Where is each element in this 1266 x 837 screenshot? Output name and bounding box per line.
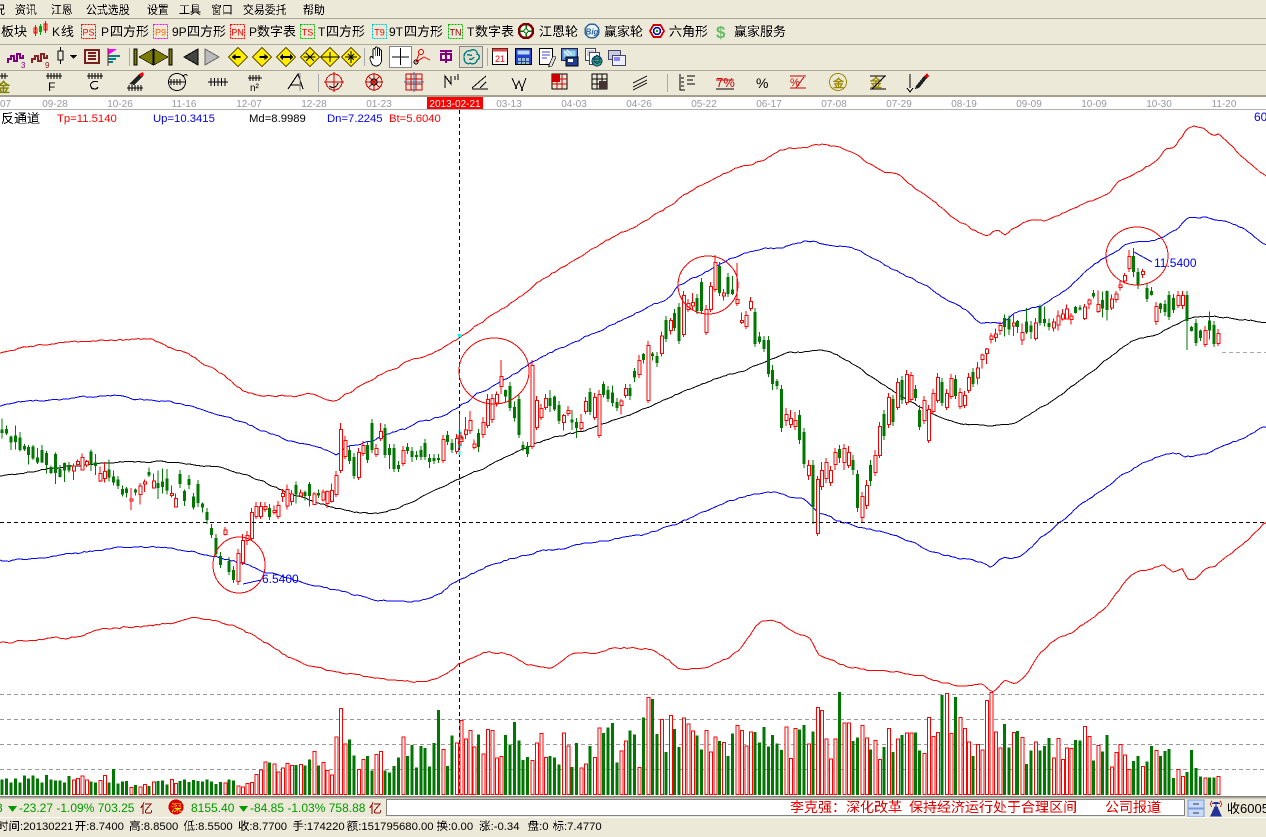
- svg-text:11-20: 11-20: [1212, 99, 1237, 110]
- svg-text:金: 金: [0, 80, 11, 95]
- svg-text:PN: PN: [231, 28, 244, 38]
- svg-text:T9: T9: [374, 28, 385, 38]
- svg-text:P9: P9: [155, 28, 166, 38]
- svg-text:F: F: [48, 80, 55, 94]
- svg-text::8.7400: :8.7400: [86, 821, 124, 833]
- svg-text:金: 金: [869, 75, 883, 90]
- svg-text:10-26: 10-26: [107, 99, 133, 110]
- svg-text::8.5500: :8.5500: [195, 821, 233, 833]
- svg-text:3: 3: [0, 801, 3, 815]
- svg-text:09-09: 09-09: [1016, 99, 1042, 110]
- svg-text:10-30: 10-30: [1146, 99, 1172, 110]
- svg-text:9: 9: [45, 61, 50, 70]
- svg-text:3: 3: [21, 61, 26, 70]
- svg-text:n²: n²: [250, 83, 260, 94]
- svg-text:6.5400: 6.5400: [262, 572, 299, 586]
- svg-text:04-26: 04-26: [626, 99, 652, 110]
- svg-text:04-03: 04-03: [561, 99, 587, 110]
- svg-text::-0.34: :-0.34: [491, 821, 520, 833]
- svg-text:-84.85 -1.03% 758.88: -84.85 -1.03% 758.88: [250, 801, 366, 815]
- svg-text::20130221: :20130221: [20, 821, 73, 833]
- svg-text:21: 21: [495, 54, 505, 64]
- svg-text:12-28: 12-28: [301, 99, 327, 110]
- svg-text:%: %: [756, 75, 768, 91]
- svg-text:06-17: 06-17: [756, 99, 782, 110]
- svg-text:07-29: 07-29: [886, 99, 912, 110]
- svg-text:01-23: 01-23: [366, 99, 392, 110]
- svg-text:-23.27 -1.09% 703.25: -23.27 -1.09% 703.25: [19, 801, 135, 815]
- svg-text:TS: TS: [302, 28, 314, 38]
- svg-text:8155.40: 8155.40: [191, 801, 235, 815]
- svg-text:11.5400: 11.5400: [1154, 256, 1197, 270]
- svg-text:P: P: [249, 25, 257, 39]
- svg-text:07: 07: [0, 99, 12, 110]
- svg-text:05-22: 05-22: [691, 99, 717, 110]
- svg-text:10-09: 10-09: [1081, 99, 1107, 110]
- svg-text:金: 金: [832, 76, 845, 90]
- svg-text:60: 60: [1254, 110, 1266, 124]
- svg-text::174220: :174220: [304, 821, 345, 833]
- svg-text:7%: 7%: [716, 75, 735, 90]
- svg-text:T: T: [467, 25, 475, 39]
- svg-text:%: %: [790, 77, 800, 89]
- svg-text:Dn=7.2245: Dn=7.2245: [327, 113, 383, 125]
- svg-text:07-08: 07-08: [821, 99, 847, 110]
- svg-text:P: P: [101, 25, 109, 39]
- svg-text::0.00: :0.00: [448, 821, 473, 833]
- svg-text::151795680.00: :151795680.00: [358, 821, 433, 833]
- svg-text:9P: 9P: [172, 25, 187, 39]
- svg-text:Md=8.9989: Md=8.9989: [249, 113, 306, 125]
- svg-text:12-07: 12-07: [236, 99, 262, 110]
- svg-text:Big: Big: [586, 28, 599, 37]
- svg-text:PS: PS: [82, 28, 94, 38]
- svg-text::8.7700: :8.7700: [249, 821, 287, 833]
- svg-text::8.8500: :8.8500: [141, 821, 179, 833]
- svg-text:K: K: [52, 25, 60, 39]
- svg-text:9T: 9T: [389, 25, 404, 39]
- svg-text::7.4770: :7.4770: [564, 821, 602, 833]
- svg-text:03-13: 03-13: [496, 99, 522, 110]
- svg-text:11-16: 11-16: [172, 99, 197, 110]
- svg-text:6005: 6005: [1240, 801, 1266, 816]
- svg-text:2013-02-21: 2013-02-21: [429, 99, 481, 110]
- svg-text::0: :0: [539, 821, 548, 833]
- svg-text:09-28: 09-28: [42, 99, 68, 110]
- svg-text:Bt=5.6040: Bt=5.6040: [389, 113, 441, 125]
- svg-text:Up=10.3415: Up=10.3415: [153, 113, 215, 125]
- svg-text:TN: TN: [450, 28, 462, 38]
- svg-text:Tp=11.5140: Tp=11.5140: [57, 113, 117, 125]
- svg-text:T: T: [318, 25, 326, 39]
- svg-text:$: $: [716, 23, 726, 42]
- svg-text:08-19: 08-19: [951, 99, 977, 110]
